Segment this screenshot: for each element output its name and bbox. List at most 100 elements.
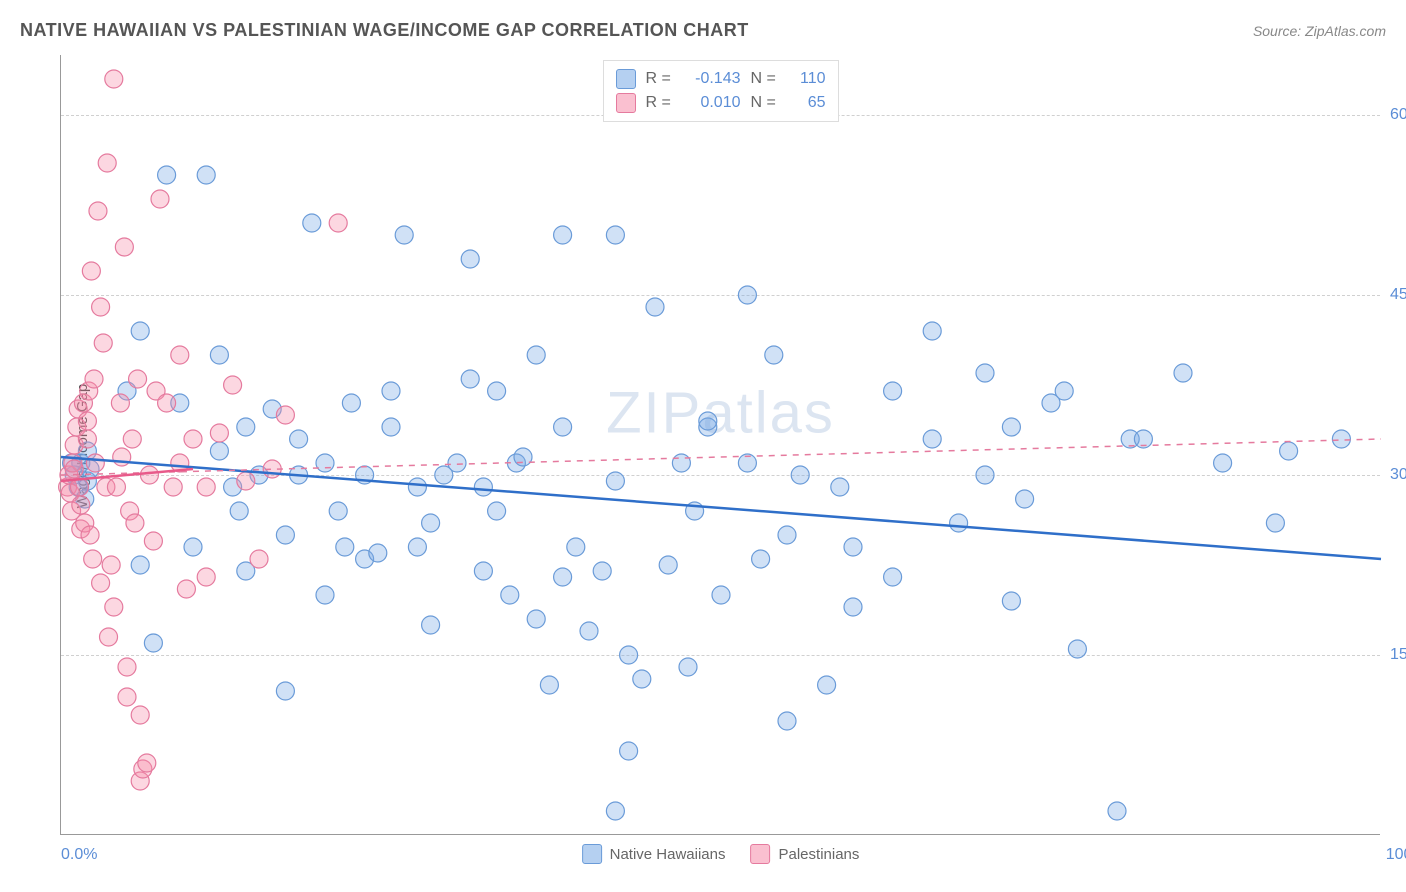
data-point <box>620 646 638 664</box>
data-point <box>778 712 796 730</box>
y-tick-label: 30.0% <box>1390 466 1406 484</box>
data-point <box>540 676 558 694</box>
data-point <box>164 478 182 496</box>
legend-swatch <box>616 93 636 113</box>
data-point <box>408 478 426 496</box>
data-point <box>115 238 133 256</box>
data-point <box>461 250 479 268</box>
legend-swatch <box>582 844 602 864</box>
data-point <box>659 556 677 574</box>
data-point <box>82 262 100 280</box>
data-point <box>1214 454 1232 472</box>
data-point <box>105 70 123 88</box>
data-point <box>1002 418 1020 436</box>
stat-r-value: 0.010 <box>686 94 741 112</box>
data-point <box>765 346 783 364</box>
data-point <box>171 346 189 364</box>
data-point <box>1055 382 1073 400</box>
data-point <box>224 376 242 394</box>
data-point <box>197 568 215 586</box>
data-point <box>554 226 572 244</box>
data-point <box>329 214 347 232</box>
correlation-row: R =0.010N =65 <box>616 91 826 115</box>
data-point <box>606 472 624 490</box>
data-point <box>276 682 294 700</box>
data-point <box>85 370 103 388</box>
data-point <box>316 454 334 472</box>
stat-r-label: R = <box>646 94 676 112</box>
data-point <box>527 346 545 364</box>
data-point <box>1332 430 1350 448</box>
data-point <box>184 430 202 448</box>
data-point <box>72 496 90 514</box>
data-point <box>140 466 158 484</box>
data-point <box>342 394 360 412</box>
data-point <box>131 706 149 724</box>
correlation-row: R =-0.143N =110 <box>616 67 826 91</box>
data-point <box>488 382 506 400</box>
data-point <box>89 202 107 220</box>
data-point <box>250 550 268 568</box>
data-point <box>950 514 968 532</box>
data-point <box>237 472 255 490</box>
stat-n-label: N = <box>751 94 781 112</box>
data-point <box>84 550 102 568</box>
chart-svg <box>61 55 1380 834</box>
data-point <box>422 514 440 532</box>
data-point <box>210 424 228 442</box>
data-point <box>177 580 195 598</box>
y-tick-label: 45.0% <box>1390 286 1406 304</box>
data-point <box>336 538 354 556</box>
data-point <box>78 412 96 430</box>
legend-label: Native Hawaiians <box>610 846 726 863</box>
legend-swatch <box>751 844 771 864</box>
data-point <box>791 466 809 484</box>
data-point <box>1068 640 1086 658</box>
data-point <box>105 598 123 616</box>
data-point <box>633 670 651 688</box>
data-point <box>78 430 96 448</box>
data-point <box>118 658 136 676</box>
data-point <box>554 568 572 586</box>
data-point <box>123 430 141 448</box>
data-point <box>144 634 162 652</box>
data-point <box>474 562 492 580</box>
source-label: Source: ZipAtlas.com <box>1253 23 1386 39</box>
data-point <box>672 454 690 472</box>
data-point <box>606 802 624 820</box>
data-point <box>488 502 506 520</box>
data-point <box>126 514 144 532</box>
data-point <box>138 754 156 772</box>
data-point <box>1108 802 1126 820</box>
data-point <box>107 478 125 496</box>
data-point <box>395 226 413 244</box>
data-point <box>382 418 400 436</box>
data-point <box>276 526 294 544</box>
data-point <box>81 526 99 544</box>
data-point <box>514 448 532 466</box>
data-point <box>86 454 104 472</box>
stat-r-label: R = <box>646 70 676 88</box>
data-point <box>92 298 110 316</box>
stat-n-label: N = <box>751 70 781 88</box>
data-point <box>923 322 941 340</box>
data-point <box>131 556 149 574</box>
correlation-legend: R =-0.143N =110R =0.010N =65 <box>603 60 839 122</box>
series-legend: Native HawaiiansPalestinians <box>582 844 860 864</box>
data-point <box>144 532 162 550</box>
data-point <box>923 430 941 448</box>
stat-r-value: -0.143 <box>686 70 741 88</box>
data-point <box>831 478 849 496</box>
data-point <box>620 742 638 760</box>
data-point <box>422 616 440 634</box>
chart-container: NATIVE HAWAIIAN VS PALESTINIAN WAGE/INCO… <box>0 0 1406 892</box>
data-point <box>844 598 862 616</box>
data-point <box>844 538 862 556</box>
data-point <box>527 610 545 628</box>
data-point <box>276 406 294 424</box>
data-point <box>461 370 479 388</box>
plot-area: ZIPatlas R =-0.143N =110R =0.010N =65 15… <box>60 55 1380 835</box>
data-point <box>606 226 624 244</box>
data-point <box>448 454 466 472</box>
data-point <box>884 568 902 586</box>
